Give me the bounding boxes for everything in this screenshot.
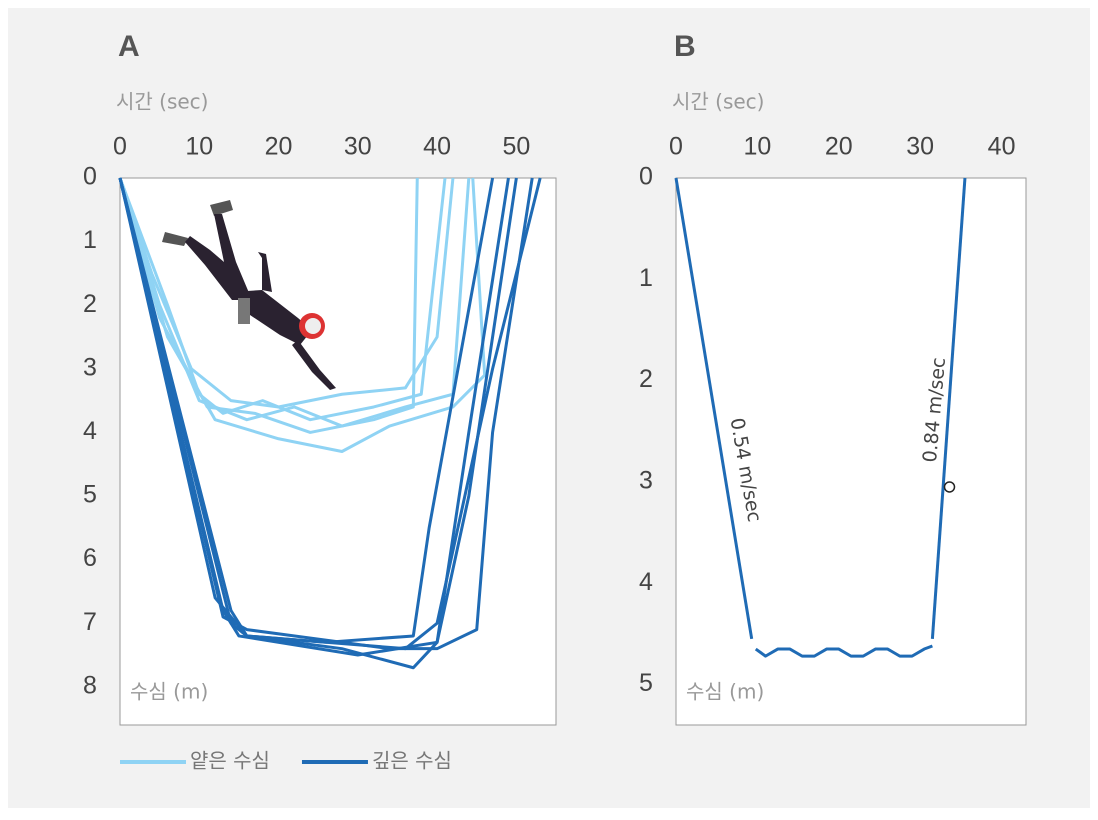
panel-title: B	[674, 30, 696, 63]
plot-area	[676, 178, 1026, 725]
legend-label: 얕은 수심	[190, 749, 270, 773]
y-tick-label: 3	[83, 353, 97, 381]
x-axis-label: 시간 (sec)	[116, 90, 208, 114]
y-tick-label: 3	[639, 466, 653, 494]
y-tick-label: 5	[639, 669, 653, 697]
x-tick-label: 0	[669, 133, 683, 161]
x-tick-label: 0	[113, 133, 127, 161]
x-axis-label: 시간 (sec)	[672, 90, 764, 114]
y-tick-label: 1	[639, 264, 653, 292]
y-tick-label: 5	[83, 481, 97, 509]
y-axis-label: 수심 (m)	[686, 680, 764, 704]
x-tick-label: 30	[344, 133, 372, 161]
y-tick-label: 4	[639, 568, 653, 596]
y-tick-label: 0	[83, 163, 97, 191]
panel-title: A	[118, 30, 140, 63]
y-tick-label: 2	[639, 365, 653, 393]
y-tick-label: 7	[83, 608, 97, 636]
x-tick-label: 10	[743, 133, 771, 161]
point-marker	[944, 482, 954, 492]
x-tick-label: 30	[906, 133, 934, 161]
x-tick-label: 40	[988, 133, 1016, 161]
y-tick-label: 4	[83, 417, 97, 445]
x-tick-label: 40	[423, 133, 451, 161]
y-tick-label: 1	[83, 226, 97, 254]
x-tick-label: 20	[265, 133, 293, 161]
chart: A시간 (sec)수심 (m)01020304050012345678얕은 수심…	[0, 0, 1098, 816]
x-tick-label: 50	[502, 133, 530, 161]
legend-label: 깊은 수심	[372, 749, 452, 773]
y-tick-label: 6	[83, 544, 97, 572]
x-tick-label: 10	[185, 133, 213, 161]
y-tick-label: 0	[639, 163, 653, 191]
y-tick-label: 2	[83, 290, 97, 318]
y-axis-label: 수심 (m)	[130, 680, 208, 704]
x-tick-label: 20	[825, 133, 853, 161]
y-tick-label: 8	[83, 671, 97, 699]
